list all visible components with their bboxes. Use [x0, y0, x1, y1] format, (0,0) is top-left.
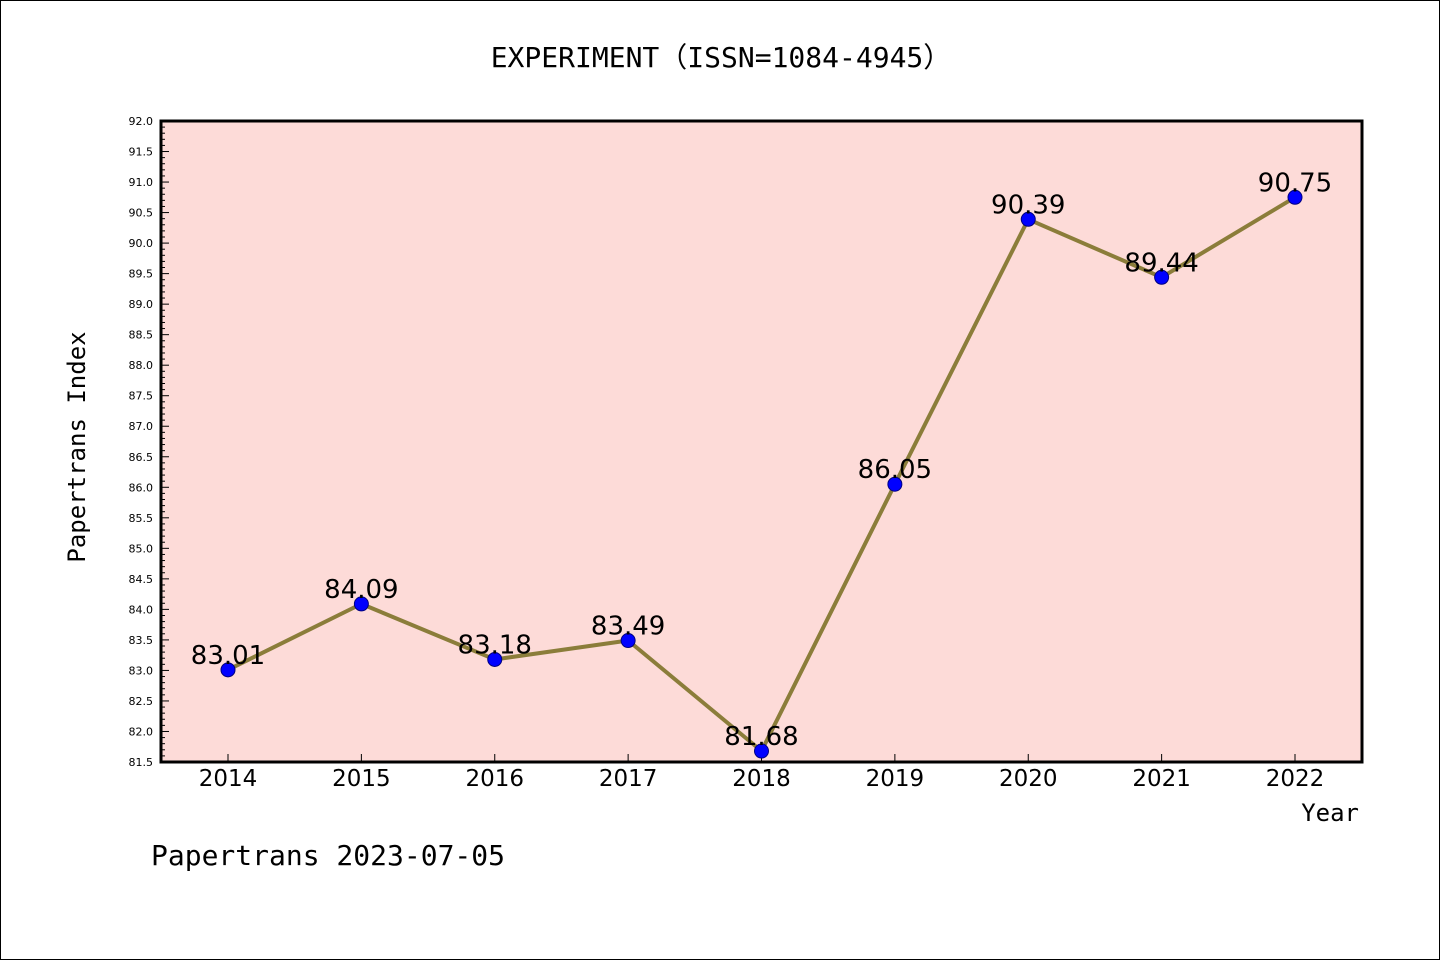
data-label: 86.05 — [858, 455, 932, 485]
y-axis: 81.5 82.0 82.5 83.0 83.5 84.0 84.5 85.0 85.5 86.0… — [129, 115, 169, 769]
data-point — [887, 476, 903, 492]
x-axis: 2014 2015 2016 2017 2018 2019 2020 2021 2022 — [199, 754, 1325, 792]
y-tick-label: 87.5 — [129, 390, 154, 403]
y-tick-label: 84.0 — [129, 603, 154, 616]
y-axis-title: Papertrans Index — [63, 331, 91, 562]
y-tick-label: 82.0 — [129, 725, 154, 738]
x-tick-label: 2014 — [199, 766, 258, 792]
data-label: 89.44 — [1124, 248, 1198, 278]
data-label: 90.75 — [1258, 168, 1332, 198]
y-tick-label: 85.0 — [129, 542, 154, 555]
data-point — [220, 662, 236, 678]
y-tick-label: 88.5 — [129, 329, 154, 342]
y-tick-label: 90.5 — [129, 207, 154, 220]
y-tick-label: 81.5 — [129, 756, 154, 769]
data-label: 81.68 — [724, 722, 798, 752]
data-label: 83.18 — [458, 630, 532, 660]
x-tick-label: 2015 — [332, 766, 391, 792]
series-layer — [220, 189, 1303, 759]
data-label: 84.09 — [324, 575, 398, 605]
y-tick-label: 83.0 — [129, 664, 154, 677]
data-point — [353, 596, 369, 612]
x-tick-label: 2016 — [465, 766, 524, 792]
y-tick-label: 89.0 — [129, 298, 154, 311]
y-tick-label: 92.0 — [129, 115, 154, 128]
y-tick-label: 91.0 — [129, 176, 154, 189]
data-point — [1154, 269, 1170, 285]
data-point — [754, 743, 769, 759]
chart-title: EXPERIMENT（ISSN=1084-4945） — [491, 41, 952, 74]
y-tick-label: 89.5 — [129, 268, 154, 281]
x-tick-label: 2020 — [999, 766, 1058, 792]
x-tick-label: 2018 — [732, 766, 791, 792]
y-tick-label: 86.0 — [129, 481, 154, 494]
y-tick-label: 88.0 — [129, 359, 154, 372]
data-point — [620, 633, 636, 649]
data-point — [1287, 189, 1303, 205]
x-tick-label: 2017 — [599, 766, 658, 792]
x-tick-label: 2021 — [1132, 766, 1191, 792]
x-tick-label: 2019 — [866, 766, 925, 792]
y-tick-label: 90.0 — [129, 237, 154, 250]
data-label: 83.01 — [191, 641, 265, 671]
data-label: 83.49 — [591, 612, 665, 642]
y-tick-label: 84.5 — [129, 573, 154, 586]
y-tick-label: 87.0 — [129, 420, 154, 433]
footer-text: Papertrans 2023-07-05 — [151, 839, 505, 872]
x-axis-title: Year — [1301, 799, 1359, 827]
y-tick-label: 86.5 — [129, 451, 154, 464]
plot-area — [159, 119, 1364, 764]
y-tick-label: 85.5 — [129, 512, 154, 525]
y-tick-label: 83.5 — [129, 634, 154, 647]
y-tick-label: 91.5 — [129, 146, 154, 159]
data-label: 90.39 — [991, 190, 1065, 220]
data-point — [1020, 211, 1036, 227]
x-tick-label: 2022 — [1266, 766, 1325, 792]
data-labels: 83.01 84.09 83.18 83.49 81.68 86.05 90.39 89.44… — [191, 168, 1332, 752]
y-tick-label: 82.5 — [129, 695, 154, 708]
data-point — [487, 651, 503, 667]
